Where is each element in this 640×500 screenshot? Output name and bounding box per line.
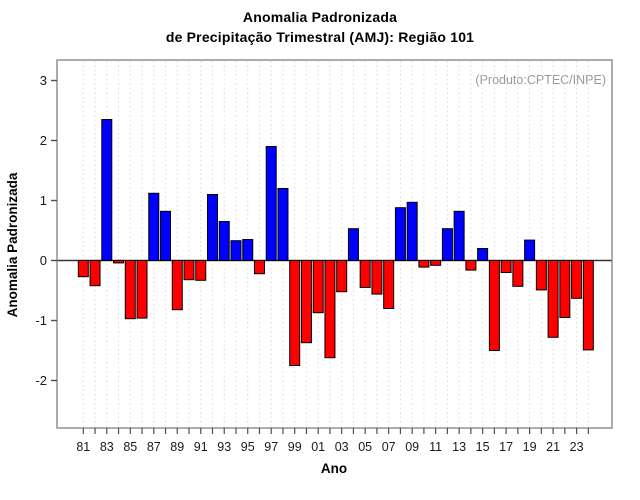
bar-2012 xyxy=(441,228,453,261)
bar-2004 xyxy=(347,228,359,261)
chart-title-line1: Anomalia Padronizada xyxy=(242,9,398,25)
bar-2006 xyxy=(371,260,383,295)
source-annotation: (Produto:CPTEC/INPE) xyxy=(475,73,606,87)
bar-1985 xyxy=(124,260,136,320)
bar-2008 xyxy=(394,207,406,261)
bar-1994 xyxy=(230,240,242,261)
bar-1982 xyxy=(89,260,101,287)
x-tick-label-21: 21 xyxy=(546,440,560,454)
x-tick-label-93: 93 xyxy=(217,440,231,454)
bar-2017 xyxy=(500,260,512,273)
bar-2023 xyxy=(571,260,583,299)
x-tick-label-23: 23 xyxy=(570,440,584,454)
bar-1993 xyxy=(218,221,230,261)
plot-frame xyxy=(56,59,613,429)
y-tick-label--1: -1 xyxy=(35,313,47,328)
bar-2007 xyxy=(383,260,395,309)
x-tick-label-11: 11 xyxy=(429,440,442,454)
x-tick-label-15: 15 xyxy=(476,440,490,454)
bar-2005 xyxy=(359,260,371,288)
x-tick-label-91: 91 xyxy=(194,440,208,454)
bar-1989 xyxy=(171,260,183,311)
bar-2019 xyxy=(524,239,536,262)
x-tick-label-85: 85 xyxy=(123,440,137,454)
bar-2015 xyxy=(477,248,489,261)
x-tick-label-83: 83 xyxy=(100,440,114,454)
bar-1990 xyxy=(183,260,195,281)
bar-2022 xyxy=(559,260,571,318)
bar-2010 xyxy=(418,260,430,268)
bar-1999 xyxy=(289,260,301,366)
bar-1992 xyxy=(206,194,218,261)
bar-2011 xyxy=(430,260,442,266)
bar-2021 xyxy=(547,260,559,338)
bar-1996 xyxy=(253,260,265,275)
x-tick-label-87: 87 xyxy=(147,440,161,454)
bar-1988 xyxy=(160,210,172,262)
x-tick-label-19: 19 xyxy=(523,440,537,454)
y-tick-label-0: 0 xyxy=(40,253,47,268)
bar-1984 xyxy=(113,260,125,264)
bar-2016 xyxy=(488,260,500,351)
x-tick-label-17: 17 xyxy=(499,440,513,454)
y-tick-label-2: 2 xyxy=(40,133,47,148)
x-tick-label-09: 09 xyxy=(405,440,419,454)
bar-1997 xyxy=(265,146,277,261)
x-tick-label-81: 81 xyxy=(76,440,90,454)
x-tick-label-97: 97 xyxy=(264,440,278,454)
bar-2001 xyxy=(312,260,324,314)
x-tick-label-05: 05 xyxy=(358,440,372,454)
y-tick-label-3: 3 xyxy=(40,73,47,88)
x-tick-label-13: 13 xyxy=(452,440,466,454)
bar-2003 xyxy=(336,260,348,293)
bar-2000 xyxy=(300,260,312,344)
x-axis-label: Ano xyxy=(320,461,348,476)
y-tick-label-1: 1 xyxy=(40,193,47,208)
x-tick-label-95: 95 xyxy=(241,440,255,454)
x-tick-label-07: 07 xyxy=(382,440,396,454)
bar-1995 xyxy=(242,239,254,261)
bar-1991 xyxy=(195,260,207,281)
x-tick-label-99: 99 xyxy=(288,440,302,454)
bar-2013 xyxy=(453,210,465,262)
bar-1998 xyxy=(277,188,289,261)
chart-title-line2: de Precipitação Trimestral (AMJ): Região… xyxy=(165,29,475,45)
bar-2024 xyxy=(582,260,594,351)
x-tick-label-03: 03 xyxy=(335,440,349,454)
bar-2014 xyxy=(465,260,477,271)
x-tick-label-01: 01 xyxy=(311,440,325,454)
bar-1981 xyxy=(77,260,89,278)
bar-2018 xyxy=(512,260,524,287)
y-tick-label--2: -2 xyxy=(35,373,47,388)
bar-1986 xyxy=(136,260,148,319)
bar-2020 xyxy=(535,260,547,291)
bar-1987 xyxy=(148,192,160,261)
bar-1983 xyxy=(101,119,113,261)
bar-2002 xyxy=(324,260,336,359)
bar-2009 xyxy=(406,201,418,262)
x-tick-label-89: 89 xyxy=(170,440,184,454)
